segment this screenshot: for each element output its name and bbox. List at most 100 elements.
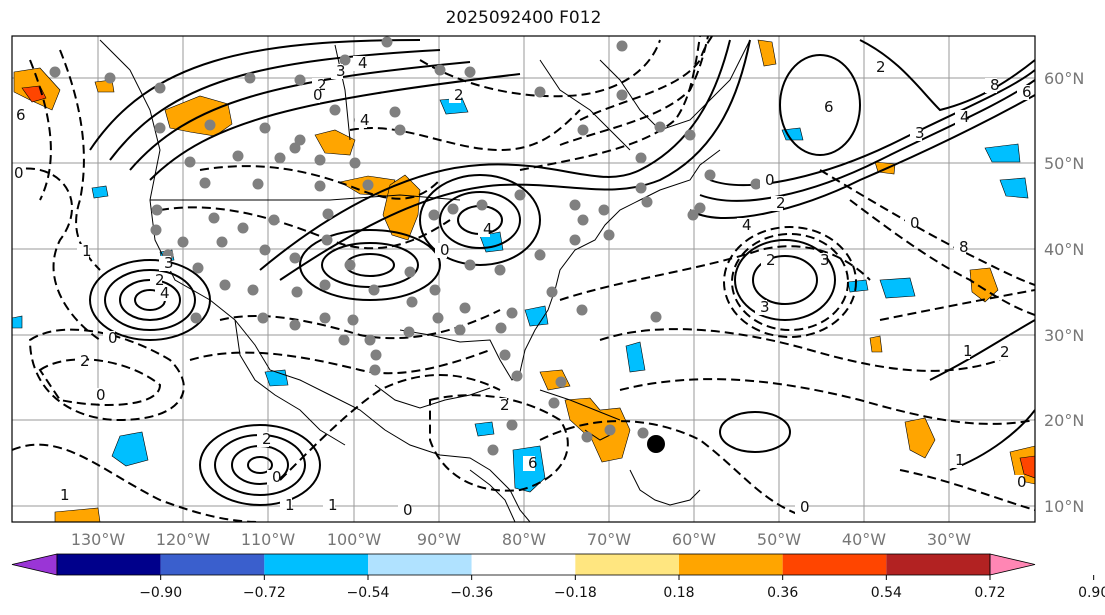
- station-dot: [604, 424, 616, 436]
- positive-contour: [247, 456, 273, 474]
- station-dot: [347, 314, 359, 326]
- station-dot: [506, 307, 518, 319]
- map-frame: [11, 35, 1036, 523]
- positive-contour: [109, 49, 441, 161]
- negative-anomaly-region: [625, 341, 646, 373]
- contour-label-background: [55, 488, 67, 503]
- contour-label-background: [103, 331, 115, 346]
- station-dot: [704, 169, 716, 181]
- station-dot: [616, 40, 628, 52]
- latitude-label: 40°N: [1044, 240, 1084, 259]
- station-dot: [581, 431, 593, 443]
- station-dot: [404, 266, 416, 278]
- station-dot: [447, 203, 459, 215]
- station-dot: [247, 284, 259, 296]
- contour-label: 8: [959, 238, 969, 256]
- strong-positive-anomaly-region: [1019, 455, 1035, 479]
- station-dot: [464, 259, 476, 271]
- contour-label-background: [449, 88, 461, 103]
- station-dot: [216, 236, 228, 248]
- contour-label: 3: [915, 124, 925, 142]
- contour-lines: [12, 36, 1035, 522]
- positive-contour: [752, 255, 818, 305]
- negative-contour: [28, 328, 185, 422]
- negative-anomaly-region: [847, 279, 869, 293]
- contour-label: 3: [164, 254, 174, 272]
- positive-contour: [149, 73, 521, 181]
- negative-anomaly-region: [111, 431, 149, 467]
- negative-contour: [38, 358, 162, 406]
- colorbar-extend-max: [989, 553, 1036, 576]
- station-dot: [555, 376, 567, 388]
- station-dot: [104, 72, 116, 84]
- colorbar-tick-label: −0.36: [450, 585, 493, 601]
- contour-label: 1: [60, 486, 70, 504]
- station-dot: [598, 204, 610, 216]
- negative-anomaly-region: [91, 185, 109, 199]
- latitude-label: 20°N: [1044, 411, 1084, 430]
- station-dot: [329, 104, 341, 116]
- contour-label-background: [737, 218, 749, 233]
- positive-contour: [89, 39, 421, 151]
- negative-anomaly-region: [984, 143, 1021, 163]
- colorbar-extend-min: [11, 553, 58, 576]
- contour-label: 8: [990, 76, 1000, 94]
- negative-anomaly-region: [12, 315, 23, 329]
- contour-label: 2: [500, 396, 510, 414]
- station-dot: [289, 142, 301, 154]
- station-dot: [650, 311, 662, 323]
- station-dot: [190, 312, 202, 324]
- contour-label: 2: [155, 271, 165, 289]
- station-dot: [394, 124, 406, 136]
- positive-contour: [104, 269, 196, 331]
- station-dot: [369, 364, 381, 376]
- station-dot: [244, 72, 256, 84]
- negative-contour: [419, 39, 661, 98]
- station-dot: [154, 82, 166, 94]
- contour-label: 4: [483, 220, 493, 238]
- station-dot: [252, 178, 264, 190]
- contour-label: 1: [328, 496, 338, 514]
- negative-contour: [579, 36, 713, 121]
- contour-label-background: [1012, 475, 1024, 490]
- colorbar-tick-label: −0.72: [243, 585, 286, 601]
- contour-label-background: [985, 78, 997, 93]
- longitude-label: 30°W: [927, 530, 971, 549]
- station-dot: [259, 244, 271, 256]
- station-dot: [291, 286, 303, 298]
- positive-anomaly-region: [904, 417, 936, 459]
- contour-label: 0: [313, 86, 323, 104]
- contour-label-background: [77, 244, 89, 259]
- positive-contour: [259, 39, 731, 271]
- negative-contour: [279, 374, 501, 481]
- station-dot: [511, 370, 523, 382]
- station-dot: [654, 121, 666, 133]
- contour-label-background: [267, 470, 279, 485]
- negative-anomaly-region: [879, 277, 916, 299]
- longitude-label: 60°W: [672, 530, 716, 549]
- contour-label-background: [761, 253, 773, 268]
- colorbar-segment: [368, 554, 472, 575]
- station-dot: [199, 177, 211, 189]
- positive-anomaly-region: [564, 397, 631, 463]
- contour-label-background: [331, 64, 343, 79]
- contour-label: 1: [963, 342, 973, 360]
- station-dot: [151, 204, 163, 216]
- station-dot: [495, 322, 507, 334]
- contour-label: 6: [824, 98, 834, 116]
- positive-contour: [699, 79, 1035, 202]
- contour-label-background: [950, 453, 962, 468]
- station-dot: [344, 259, 356, 271]
- negative-contour: [879, 289, 1035, 321]
- station-dot: [49, 66, 61, 78]
- positive-anomaly-region: [54, 507, 101, 522]
- station-dot: [177, 236, 189, 248]
- contour-label-background: [12, 166, 21, 181]
- contour-label-background: [910, 126, 922, 141]
- colorbar-segment: [264, 554, 368, 575]
- station-dot: [577, 124, 589, 136]
- contour-label: 0: [1017, 473, 1027, 491]
- contour-label: 4: [160, 284, 170, 302]
- contour-label: 2: [317, 76, 327, 94]
- station-dot: [694, 202, 706, 214]
